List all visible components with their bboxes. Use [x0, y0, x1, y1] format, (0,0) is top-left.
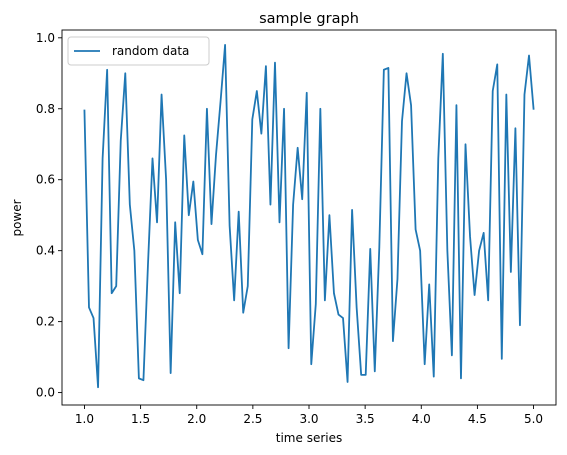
x-tick-label: 4.5: [468, 412, 487, 426]
legend: random data: [67, 36, 210, 66]
x-tick-label: 3.5: [356, 412, 375, 426]
y-tick-label: 0.0: [36, 386, 55, 400]
x-tick-label: 2.0: [187, 412, 206, 426]
legend-entry-random-data: random data: [112, 44, 189, 58]
series-line-0: [83, 44, 535, 389]
x-tick-label: 2.5: [243, 412, 262, 426]
x-tick-label: 5.0: [524, 412, 543, 426]
y-tick-label: 1.0: [36, 31, 55, 45]
y-tick-label: 0.4: [36, 244, 55, 258]
y-axis-ticks: 0.0 0.2 0.4 0.6 0.8 1.0: [36, 31, 62, 400]
chart-title: sample graph: [259, 11, 359, 27]
y-tick-label: 0.2: [36, 315, 55, 329]
x-tick-label: 1.5: [131, 412, 150, 426]
x-tick-label: 3.0: [299, 412, 318, 426]
legend-box: [67, 36, 210, 66]
y-tick-label: 0.8: [36, 102, 55, 116]
x-axis-ticks: 1.0 1.5 2.0 2.5 3.0 3.5 4.0 4.5 5.0: [75, 405, 543, 426]
x-tick-label: 1.0: [75, 412, 94, 426]
x-tick-label: 4.0: [412, 412, 431, 426]
y-tick-label: 0.6: [36, 173, 55, 187]
y-axis-label: power: [10, 199, 24, 236]
x-axis-label: time series: [276, 431, 342, 445]
